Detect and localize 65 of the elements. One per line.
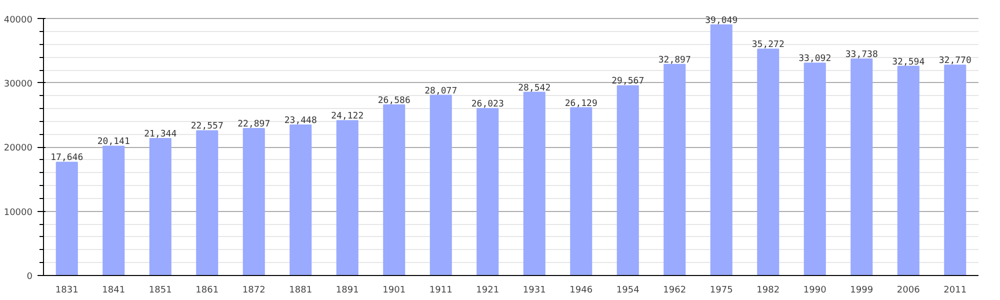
x-tick-label: 2011 — [944, 286, 967, 296]
y-tick-label: 0 — [26, 272, 33, 282]
bar — [897, 66, 920, 276]
bar — [149, 138, 172, 276]
data-label: 23,448 — [284, 116, 317, 126]
data-label: 26,586 — [378, 96, 410, 106]
y-tick-label: 10000 — [4, 208, 33, 218]
x-tick-label: 1946 — [570, 286, 593, 296]
data-label: 33,092 — [798, 54, 832, 64]
x-tick-label: 1962 — [663, 286, 686, 296]
data-label: 28,542 — [518, 83, 551, 94]
bar — [242, 128, 265, 276]
data-label: 21,344 — [144, 130, 177, 140]
bar — [804, 62, 826, 276]
data-label: 22,897 — [238, 120, 270, 130]
data-label: 22,557 — [190, 122, 224, 132]
x-tick-label: 1881 — [289, 286, 312, 296]
data-label: 28,077 — [424, 86, 458, 96]
x-tick-label: 1954 — [616, 286, 640, 296]
bar — [944, 64, 966, 276]
y-tick-label: 40000 — [4, 15, 33, 26]
x-tick-label: 2006 — [896, 286, 920, 296]
bar — [383, 104, 406, 276]
x-tick-label: 1921 — [476, 286, 500, 296]
data-label: 32,897 — [658, 55, 691, 66]
data-label: 39,049 — [705, 16, 738, 26]
x-tick-label: 1841 — [102, 286, 126, 296]
bar — [570, 107, 592, 276]
bar — [336, 120, 358, 276]
data-label: 29,567 — [612, 76, 644, 87]
bar — [664, 64, 686, 276]
data-label: 35,272 — [752, 40, 784, 50]
y-tick-label: 20000 — [4, 144, 33, 154]
x-tick-label: 1831 — [55, 286, 78, 296]
x-tick-label: 1861 — [196, 286, 219, 296]
x-tick-label: 1931 — [522, 286, 546, 296]
x-tick-label: 1891 — [336, 286, 359, 296]
bar — [56, 162, 78, 276]
y-tick-label: 30000 — [4, 79, 33, 90]
data-label: 32,594 — [892, 57, 925, 68]
data-label: 32,770 — [938, 56, 972, 66]
data-label: 17,646 — [50, 153, 84, 164]
bar — [850, 58, 873, 276]
x-tick-label: 1851 — [148, 286, 172, 296]
x-tick-label: 1999 — [850, 286, 874, 296]
bar — [616, 85, 639, 276]
x-tick-label: 1982 — [756, 286, 780, 296]
x-tick-label: 1911 — [429, 286, 452, 296]
bar — [196, 130, 218, 276]
bar — [102, 146, 125, 276]
data-label: 24,122 — [331, 112, 364, 122]
data-label: 33,738 — [845, 50, 878, 60]
x-tick-label: 1872 — [242, 286, 266, 296]
data-label: 26,023 — [471, 99, 504, 110]
x-tick-label: 1975 — [710, 286, 733, 296]
bar — [476, 108, 499, 276]
bar — [757, 48, 780, 276]
data-label: 20,141 — [97, 137, 130, 148]
x-tick-label: 1901 — [382, 286, 406, 296]
bar — [430, 94, 452, 276]
x-tick-label: 1990 — [803, 286, 827, 296]
bar — [523, 92, 546, 276]
bar — [710, 24, 732, 276]
data-label: 26,129 — [564, 98, 598, 109]
bar — [290, 124, 312, 276]
